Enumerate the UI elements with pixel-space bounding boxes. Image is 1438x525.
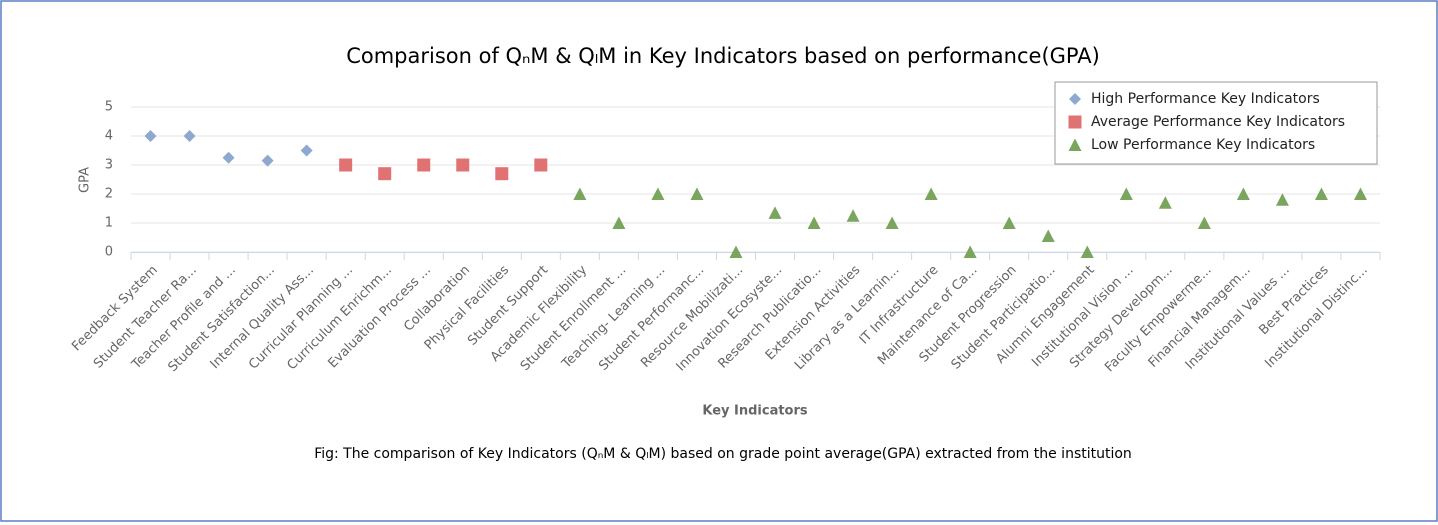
point	[963, 245, 977, 258]
point	[1041, 229, 1055, 243]
point	[612, 216, 626, 229]
point	[456, 158, 470, 172]
point	[1314, 187, 1328, 200]
point	[729, 245, 743, 258]
legend-label: Average Performance Key Indicators	[1091, 114, 1345, 130]
point	[495, 167, 509, 181]
point	[1353, 187, 1367, 200]
point	[573, 187, 587, 200]
y-axis-title: GPA	[78, 167, 93, 193]
y-tick-label: 2	[105, 187, 113, 202]
legend-box	[1054, 81, 1378, 165]
y-tick-label: 4	[105, 129, 113, 144]
legend-label: High Performance Key Indicators	[1091, 91, 1320, 107]
point	[1068, 115, 1082, 129]
point	[300, 144, 313, 157]
point	[690, 187, 704, 200]
point	[651, 187, 665, 200]
point	[1197, 216, 1211, 229]
point	[144, 130, 157, 142]
y-tick-label: 5	[105, 100, 113, 115]
point	[885, 216, 899, 229]
point	[534, 158, 548, 172]
caption: Fig: The comparison of Key Indicators (Q…	[314, 446, 1132, 462]
point	[1068, 138, 1082, 151]
y-tick-label: 1	[105, 216, 113, 231]
x-axis-title: Key Indicators	[702, 404, 808, 419]
point	[924, 187, 938, 200]
point	[768, 206, 782, 219]
point	[1236, 187, 1250, 200]
point	[261, 154, 274, 167]
point	[339, 158, 353, 172]
point	[378, 167, 392, 181]
chart-title: Comparison of QₙM & QₗM in Key Indicator…	[346, 44, 1100, 68]
point	[1080, 245, 1094, 258]
point	[1275, 193, 1289, 206]
y-tick-label: 3	[105, 158, 113, 173]
point	[417, 158, 431, 172]
legend-label: Low Performance Key Indicators	[1091, 137, 1315, 153]
point	[1069, 93, 1081, 105]
point	[183, 130, 196, 142]
point	[1002, 216, 1016, 229]
y-tick-label: 0	[105, 245, 113, 260]
point	[807, 216, 821, 229]
point	[846, 209, 860, 222]
point	[222, 151, 235, 164]
point	[1158, 196, 1172, 209]
point	[1119, 187, 1133, 200]
